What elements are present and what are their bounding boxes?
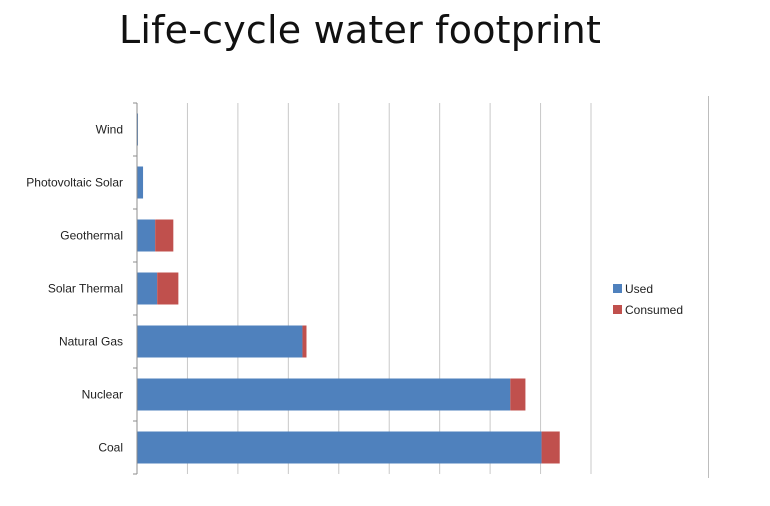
- category-label-geothermal: Geothermal: [60, 229, 123, 243]
- grid-lines: [186, 103, 592, 474]
- bar-consumed-solar-thermal: [157, 272, 179, 305]
- bar-consumed-natural-gas: [302, 325, 307, 358]
- chart-title: Life-cycle water footprint: [118, 8, 602, 52]
- legend-label-used: Used: [625, 282, 653, 296]
- bar-used-geothermal: [137, 219, 156, 252]
- bar-consumed-nuclear: [510, 378, 526, 411]
- bar-used-coal: [137, 431, 542, 464]
- legend-swatch-used: [613, 284, 622, 293]
- chart-frame-edge: [708, 96, 709, 478]
- category-label-photovoltaic-solar: Photovoltaic Solar: [26, 176, 123, 190]
- bar-consumed-coal: [541, 431, 560, 464]
- bar-used-photovoltaic-solar: [137, 166, 144, 199]
- bar-used-natural-gas: [137, 325, 303, 358]
- category-label-solar-thermal: Solar Thermal: [48, 282, 123, 296]
- category-labels: Wind Photovoltaic Solar Geothermal Solar Th…: [26, 123, 123, 455]
- category-label-nuclear: Nuclear: [82, 388, 123, 402]
- axis: [133, 102, 138, 475]
- bar-consumed-geothermal: [155, 219, 174, 252]
- category-label-natural-gas: Natural Gas: [59, 335, 123, 349]
- bar-used-nuclear: [137, 378, 511, 411]
- legend-swatch-consumed: [613, 305, 622, 314]
- legend-label-consumed: Consumed: [625, 303, 683, 317]
- bar-used-solar-thermal: [137, 272, 158, 305]
- category-label-coal: Coal: [98, 441, 123, 455]
- bar-used-wind: [137, 113, 139, 146]
- bars: [137, 113, 560, 464]
- legend: Used Consumed: [613, 282, 683, 317]
- category-label-wind: Wind: [96, 123, 123, 137]
